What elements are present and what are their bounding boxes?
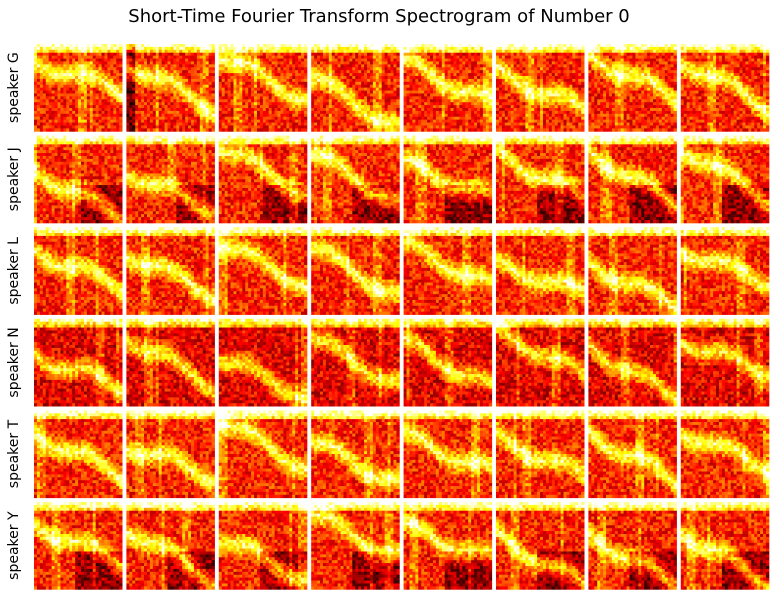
spectrogram-cell: [219, 502, 307, 590]
spectrogram-cell: [496, 319, 585, 407]
row-label: speaker T: [6, 419, 22, 488]
spectrogram-cell: [588, 319, 677, 407]
chart-title: Short-Time Fourier Transform Spectrogram…: [128, 6, 629, 27]
row-label: speaker N: [6, 327, 22, 397]
spectrogram-cell: [496, 227, 585, 315]
spectrogram-cell: [588, 502, 677, 590]
spectrogram-cell: [311, 227, 399, 315]
spectrogram-cell: [404, 227, 493, 315]
spectrogram-cell: [404, 319, 493, 407]
spectrogram-cell: [681, 319, 770, 407]
spectrogram-cell: [219, 44, 307, 132]
spectrogram-cell: [496, 502, 585, 590]
spectrogram-cell: [34, 319, 123, 407]
spectrogram-cell: [404, 410, 493, 498]
spectrogram-cell: [681, 502, 770, 590]
spectrogram-cell: [126, 319, 214, 407]
spectrogram-cell: [588, 136, 677, 224]
row-label: speaker L: [6, 237, 22, 305]
spectrogram-cell: [311, 44, 399, 132]
spectrogram-cell: [404, 44, 493, 132]
spectrogram-grid: [34, 44, 769, 590]
spectrogram-cell: [126, 227, 214, 315]
row-label: speaker G: [6, 52, 22, 123]
spectrogram-cell: [34, 227, 123, 315]
row-label: speaker J: [6, 147, 22, 211]
spectrogram-cell: [311, 319, 399, 407]
spectrogram-cell: [496, 136, 585, 224]
row-labels: speaker G speaker J speaker L speaker N spea…: [6, 52, 22, 580]
spectrogram-cell: [404, 136, 493, 224]
spectrogram-cell: [311, 410, 399, 498]
spectrogram-cell: [311, 502, 399, 590]
spectrogram-cell: [34, 136, 123, 224]
spectrogram-cell: [219, 227, 307, 315]
row-label: speaker Y: [6, 511, 22, 580]
spectrogram-cell: [219, 319, 307, 407]
spectrogram-cell: [34, 410, 123, 498]
spectrogram-cell: [496, 44, 585, 132]
spectrogram-cell: [126, 44, 214, 132]
spectrogram-cell: [311, 136, 399, 224]
spectrogram-cell: [126, 410, 214, 498]
spectrogram-cell: [588, 410, 677, 498]
spectrogram-cell: [219, 136, 307, 224]
spectrogram-cell: [126, 136, 214, 224]
spectrogram-cell: [681, 227, 770, 315]
spectrogram-cell: [588, 44, 677, 132]
spectrogram-cell: [34, 44, 123, 132]
spectrogram-cell: [404, 502, 493, 590]
spectrogram-cell: [681, 136, 770, 224]
spectrogram-cell: [34, 502, 123, 590]
spectrogram-cell: [588, 227, 677, 315]
spectrogram-cell: [126, 502, 214, 590]
spectrogram-cell: [681, 410, 770, 498]
spectrogram-cell: [496, 410, 585, 498]
spectrogram-cell: [219, 410, 307, 498]
spectrogram-cell: [681, 44, 770, 132]
